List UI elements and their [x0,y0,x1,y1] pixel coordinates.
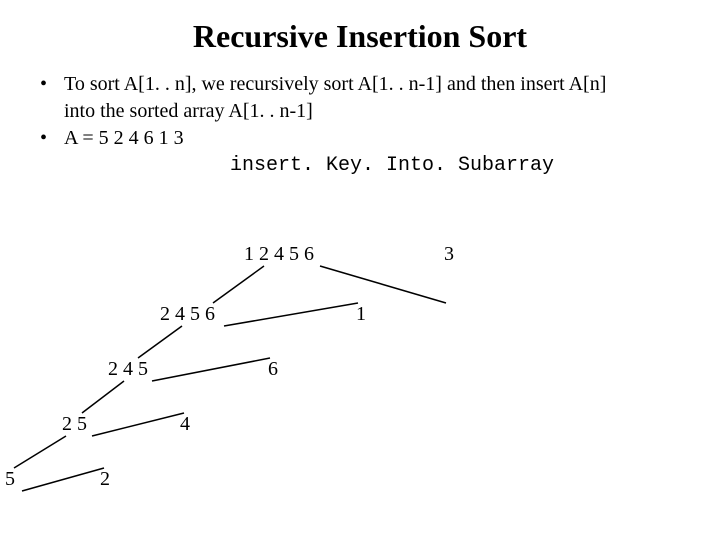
tree-node: 2 4 5 [108,358,148,381]
bullet-1-line2: into the sorted array A[1. . n-1] [64,100,313,122]
tree-node: 4 [180,413,190,436]
tree-edge [138,326,182,358]
tree-node: 2 [100,468,110,491]
tree-node: 6 [268,358,278,381]
tree-edge [152,358,270,381]
code-label: insert. Key. Into. Subarray [230,154,720,177]
bullet-1: • To sort A[1. . n], we recursively sort… [40,71,720,125]
tree-node: 2 5 [62,413,87,436]
bullet-2: • A = 5 2 4 6 1 3 [40,125,720,152]
tree-node: 2 4 5 6 [160,303,215,326]
tree-edge [320,266,446,303]
bullet-dot-icon: • [40,71,64,125]
tree-node: 1 [356,303,366,326]
tree-edge [22,468,104,491]
bullet-2-text: A = 5 2 4 6 1 3 [64,125,720,152]
bullet-dot-icon: • [40,125,64,152]
tree-node: 1 2 4 5 6 [244,243,314,266]
page-title: Recursive Insertion Sort [0,0,720,55]
tree-edge [92,413,184,436]
tree-edge [82,381,124,413]
tree-edge [213,266,264,303]
tree-edge [14,436,66,468]
bullet-list: • To sort A[1. . n], we recursively sort… [40,71,720,152]
bullet-1-line1: To sort A[1. . n], we recursively sort A… [64,73,606,95]
tree-edge [224,303,358,326]
bullet-1-text: To sort A[1. . n], we recursively sort A… [64,71,720,125]
tree-node: 5 [5,468,15,491]
tree-node: 3 [444,243,454,266]
